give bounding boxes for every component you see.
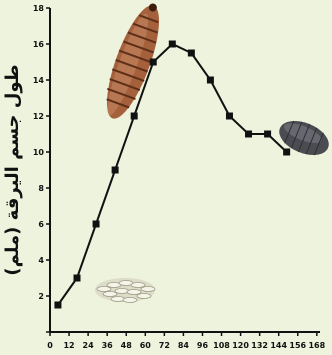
x-tick-label: 48 xyxy=(121,341,133,350)
data-point xyxy=(111,166,119,174)
x-tick-label: 120 xyxy=(232,341,249,350)
data-point xyxy=(149,58,157,66)
series-layer xyxy=(54,40,291,309)
y-tick-label: 10 xyxy=(33,148,45,157)
data-point xyxy=(130,112,138,120)
x-tick-label: 108 xyxy=(213,341,230,350)
y-axis-label: طول جسم اليرقة (ملم) xyxy=(2,64,23,275)
y-tick-label: 8 xyxy=(38,184,44,193)
y-tick-label: 16 xyxy=(33,40,45,49)
x-tick-label: 96 xyxy=(197,341,209,350)
maggot-larva-illustration xyxy=(106,3,160,119)
pupa-illustration xyxy=(279,120,329,156)
x-tick-label: 12 xyxy=(63,341,74,350)
data-point xyxy=(92,220,100,228)
x-tick-label: 84 xyxy=(178,341,190,350)
x-tick-label: 144 xyxy=(270,341,287,350)
series-line xyxy=(57,42,288,306)
data-point xyxy=(264,130,272,138)
data-point xyxy=(168,40,176,48)
x-tick-label: 36 xyxy=(102,341,114,350)
y-tick-label: 12 xyxy=(33,112,44,121)
data-point xyxy=(73,274,81,282)
data-point xyxy=(187,49,195,57)
y-tick-label: 6 xyxy=(38,220,44,229)
y-tick-label: 18 xyxy=(33,4,45,13)
x-tick-label: 72 xyxy=(159,341,170,350)
y-tick-label: 2 xyxy=(38,292,44,301)
y-tick-label: 4 xyxy=(38,256,44,265)
x-tick-label: 168 xyxy=(308,341,325,350)
x-tick-label: 60 xyxy=(140,341,152,350)
data-point xyxy=(54,301,62,309)
data-point xyxy=(225,112,233,120)
y-tick-label: 14 xyxy=(33,76,45,85)
data-point xyxy=(283,148,291,156)
data-point xyxy=(245,130,253,138)
x-tick-label: 156 xyxy=(289,341,306,350)
eggs-cluster-illustration xyxy=(95,278,156,303)
x-tick-label: 24 xyxy=(83,341,95,350)
x-tick-label: 0 xyxy=(47,341,53,350)
data-point xyxy=(206,76,214,84)
x-tick-label: 132 xyxy=(251,341,268,350)
